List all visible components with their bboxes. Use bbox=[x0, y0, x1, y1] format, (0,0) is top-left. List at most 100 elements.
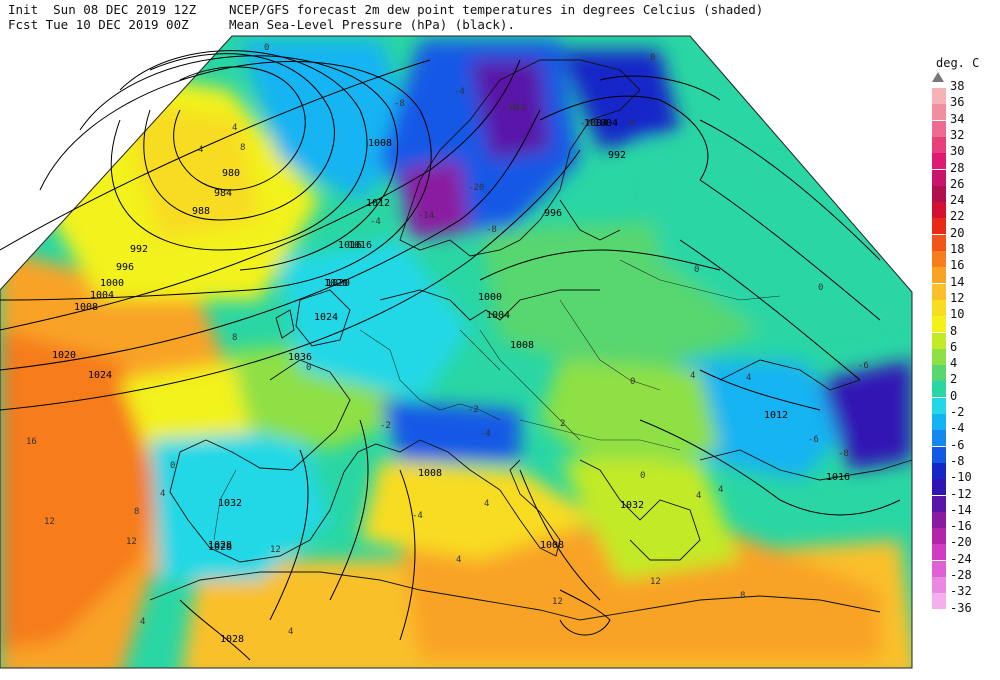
dewpoint-label: 0 bbox=[694, 265, 699, 275]
isobar-label: 996 bbox=[116, 262, 134, 273]
legend-swatch bbox=[932, 218, 946, 235]
dewpoint-label: 4 bbox=[140, 617, 145, 627]
isobar-label: 1012 bbox=[764, 410, 788, 421]
dewpoint-label: -6 bbox=[858, 361, 869, 371]
isobar-label: 1008 bbox=[540, 540, 564, 551]
legend-swatch bbox=[932, 365, 946, 382]
dewpoint-label: 4 bbox=[696, 491, 701, 501]
dewpoint-label: -20 bbox=[468, 183, 484, 193]
legend-swatch bbox=[932, 397, 946, 414]
isobar-label: 1012 bbox=[366, 198, 390, 209]
legend-swatch bbox=[932, 169, 946, 186]
dewpoint-label: 8 bbox=[240, 143, 245, 153]
legend-swatch bbox=[932, 479, 946, 496]
legend-swatch bbox=[932, 202, 946, 219]
dewpoint-label: 4 bbox=[198, 145, 203, 155]
legend-swatch bbox=[932, 593, 946, 610]
legend-swatch bbox=[932, 120, 946, 137]
legend-swatch bbox=[932, 332, 946, 349]
dewpoint-label: -16 bbox=[580, 119, 596, 129]
dewpoint-label: 12 bbox=[44, 517, 55, 527]
isobar-label: 1028 bbox=[208, 540, 232, 551]
legend-swatch bbox=[932, 299, 946, 316]
legend-swatch bbox=[932, 560, 946, 577]
legend-label: 2 bbox=[950, 372, 958, 387]
isobar-label: 1020 bbox=[52, 350, 76, 361]
dewpoint-label: 4 bbox=[160, 489, 165, 499]
legend-label: -14 bbox=[950, 502, 972, 517]
isobars bbox=[0, 50, 901, 661]
dewpoint-label: 12 bbox=[650, 577, 661, 587]
legend-label: 24 bbox=[950, 193, 965, 208]
legend-swatch bbox=[932, 544, 946, 561]
color-legend: deg. C 38 36 34 32 30 28 26 24 22 20 18 16 14 12 10 8 6 4… bbox=[928, 56, 998, 658]
isobar-label: 1004 bbox=[486, 310, 510, 321]
dewpoint-label: 8 bbox=[232, 333, 237, 343]
isobar-label: 1016 bbox=[826, 472, 850, 483]
legend-label: 16 bbox=[950, 258, 965, 273]
coastlines bbox=[149, 59, 913, 621]
legend-label: -20 bbox=[950, 535, 972, 550]
legend-label: 22 bbox=[950, 209, 965, 224]
legend-swatch bbox=[932, 136, 946, 153]
map-domain-border bbox=[0, 35, 913, 669]
isobar-label: 1028 bbox=[208, 542, 232, 553]
isobar-label: 1008 bbox=[74, 302, 98, 313]
isobar-label: 992 bbox=[608, 150, 626, 161]
isobar-label: 1008 bbox=[510, 340, 534, 351]
dewpoint-label: 16 bbox=[26, 437, 37, 447]
legend-swatch bbox=[932, 511, 946, 528]
isobar-label: 1028 bbox=[220, 634, 244, 645]
legend-label: 18 bbox=[950, 242, 965, 256]
dewpoint-label: 4 bbox=[746, 373, 751, 383]
dewpoint-label: 8 bbox=[134, 507, 139, 517]
dewpoint-label: -12 bbox=[510, 103, 526, 113]
dewpoint-label: 2 bbox=[560, 419, 565, 429]
isobar-label: 1004 bbox=[90, 290, 114, 301]
dewpoint-label: -8 bbox=[394, 99, 405, 109]
legend-label: 26 bbox=[950, 176, 965, 191]
legend-label: -12 bbox=[950, 486, 972, 501]
dewpoint-label: 4 bbox=[456, 555, 461, 565]
isobar-label: 1004 bbox=[594, 118, 618, 129]
legend-label: -16 bbox=[950, 519, 972, 534]
dewpoint-label: 4 bbox=[232, 123, 237, 133]
map-title: NCEP/GFS forecast 2m dew point temperatu… bbox=[229, 2, 764, 17]
dewpoint-label: 4 bbox=[690, 371, 695, 381]
dewpoint-label: -16 bbox=[502, 103, 518, 113]
legend-label: 32 bbox=[950, 127, 965, 142]
legend-swatch bbox=[932, 528, 946, 545]
isobar-label: 1032 bbox=[218, 498, 242, 509]
isobar-label: 1020 bbox=[326, 278, 350, 289]
dewpoint-label: 4 bbox=[484, 499, 489, 509]
dewpoint-label: -4 bbox=[480, 429, 491, 439]
legend-swatch bbox=[932, 88, 946, 104]
dewpoint-label: -2 bbox=[468, 405, 479, 415]
legend-label: 34 bbox=[950, 111, 965, 126]
isobar-label: 1000 bbox=[100, 278, 124, 289]
dewpoint-label: 4 bbox=[718, 485, 723, 495]
legend-swatch bbox=[932, 577, 946, 593]
legend-swatch bbox=[932, 495, 946, 512]
dewpoint-label: 0 bbox=[170, 461, 175, 471]
dewpoint-label: -4 bbox=[624, 119, 635, 129]
legend-title: deg. C bbox=[936, 56, 980, 70]
legend-swatch bbox=[932, 381, 946, 398]
legend-arrow-icon bbox=[932, 72, 944, 82]
dewpoint-label: -8 bbox=[486, 225, 497, 235]
legend-label: -10 bbox=[950, 470, 972, 485]
legend-swatch bbox=[932, 234, 946, 251]
legend-label: 28 bbox=[950, 160, 965, 175]
legend-swatch bbox=[932, 446, 946, 463]
dewpoint-label: -6 bbox=[808, 435, 819, 445]
isobar-label: 1016 bbox=[338, 240, 362, 251]
dewpoint-label: 0 bbox=[264, 43, 269, 53]
isobar-label: 1036 bbox=[288, 352, 312, 363]
legend-label: 30 bbox=[950, 144, 965, 159]
isobar-label: 988 bbox=[192, 206, 210, 217]
dewpoint-label: -8 bbox=[838, 449, 849, 459]
legend-label: -4 bbox=[950, 421, 965, 436]
legend-swatch bbox=[932, 414, 946, 430]
legend-label: -32 bbox=[950, 584, 972, 599]
